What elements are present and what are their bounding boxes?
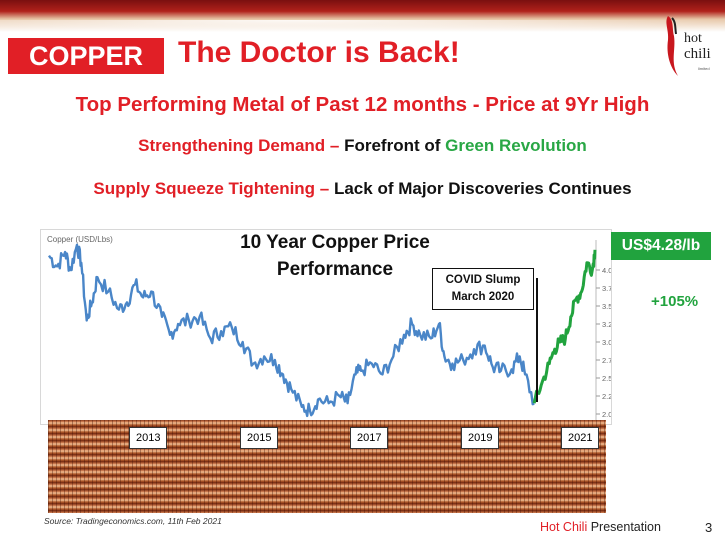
copper-band-decoration [0,0,725,34]
series-line-blue [47,243,535,418]
footer-brand: Hot Chili Presentation [540,520,661,534]
point-demand-red: Strengthening Demand – [138,136,340,155]
point-demand-green: Green Revolution [445,136,587,155]
y-tick-label: 2.500 [602,374,611,383]
y-tick-label: 3.750 [602,284,611,293]
y-tick-label: 2.000 [602,410,611,419]
point-supply: Supply Squeeze Tightening – Lack of Majo… [0,179,725,199]
series-label: Copper (USD/Lbs) [47,235,113,244]
price-badge: US$4.28/lb [611,232,711,260]
y-tick-label: 3.500 [602,302,611,311]
source-note: Source: Tradingeconomics.com, 11th Feb 2… [44,516,222,526]
covid-label-line1: COVID Slump [445,274,521,286]
x-tick-label: 2021 [561,427,600,449]
y-tick-label: 3.250 [602,320,611,329]
chart-svg: Copper (USD/Lbs) 4.000 3.750 3.500 3.250 3.0… [47,235,611,420]
slide-subtitle: Top Performing Metal of Past 12 months -… [75,93,650,116]
covid-marker-line [536,278,538,402]
point-demand: Strengthening Demand – Forefront of Gree… [0,136,725,156]
x-tick-label: 2017 [350,427,389,449]
point-supply-red: Supply Squeeze Tightening – [93,179,330,198]
point-demand-black: Forefront of [339,136,446,155]
slide-headline: The Doctor is Back! [178,36,460,69]
footer-brand-red: Hot Chili [540,520,588,534]
footer-brand-black: Presentation [587,520,661,534]
logo-word-hot: hot [684,31,702,46]
x-tick-label: 2015 [240,427,279,449]
page-number: 3 [705,520,713,535]
y-tick-label: 3.000 [602,338,611,347]
copper-price-chart: Copper (USD/Lbs) 4.000 3.750 3.500 3.250 3.0… [40,229,612,425]
chili-pepper-icon: hot chili limited [666,16,711,76]
y-tick-label: 2.750 [602,356,611,365]
copper-tag: COPPER [8,38,164,74]
change-percent: +105% [651,293,699,310]
y-tick-label: 4.000 [602,266,611,275]
logo-word-limited: limited [698,66,710,71]
x-tick-label: 2019 [461,427,500,449]
point-supply-black: Lack of Major Discoveries Continues [329,179,632,198]
logo-word-chili: chili [684,46,711,62]
series-line-green [532,249,597,404]
x-tick-label: 2013 [129,427,168,449]
y-tick-label: 2.250 [602,392,611,401]
chart-title: 10 Year Copper Price Performance [240,232,430,280]
hot-chili-logo: hot chili limited [662,14,718,78]
covid-annotation: COVID Slump March 2020 [432,268,534,310]
covid-label-line2: March 2020 [451,291,515,303]
